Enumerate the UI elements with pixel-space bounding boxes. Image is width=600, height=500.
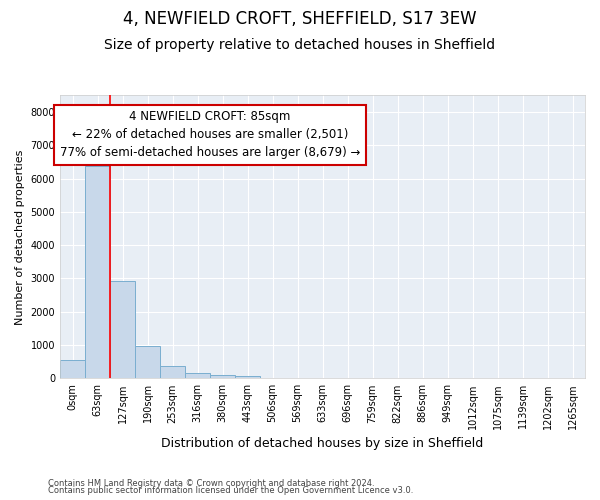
X-axis label: Distribution of detached houses by size in Sheffield: Distribution of detached houses by size … bbox=[161, 437, 484, 450]
Text: Size of property relative to detached houses in Sheffield: Size of property relative to detached ho… bbox=[104, 38, 496, 52]
Bar bbox=[60, 360, 85, 378]
Text: 4 NEWFIELD CROFT: 85sqm
← 22% of detached houses are smaller (2,501)
77% of semi: 4 NEWFIELD CROFT: 85sqm ← 22% of detache… bbox=[60, 110, 360, 160]
Bar bbox=[210, 375, 235, 378]
Bar bbox=[135, 346, 160, 378]
Bar bbox=[160, 366, 185, 378]
Text: Contains HM Land Registry data © Crown copyright and database right 2024.: Contains HM Land Registry data © Crown c… bbox=[48, 478, 374, 488]
Bar bbox=[235, 376, 260, 378]
Bar bbox=[85, 166, 110, 378]
Text: 4, NEWFIELD CROFT, SHEFFIELD, S17 3EW: 4, NEWFIELD CROFT, SHEFFIELD, S17 3EW bbox=[123, 10, 477, 28]
Text: Contains public sector information licensed under the Open Government Licence v3: Contains public sector information licen… bbox=[48, 486, 413, 495]
Y-axis label: Number of detached properties: Number of detached properties bbox=[15, 149, 25, 324]
Bar bbox=[110, 281, 135, 378]
Bar bbox=[185, 373, 210, 378]
